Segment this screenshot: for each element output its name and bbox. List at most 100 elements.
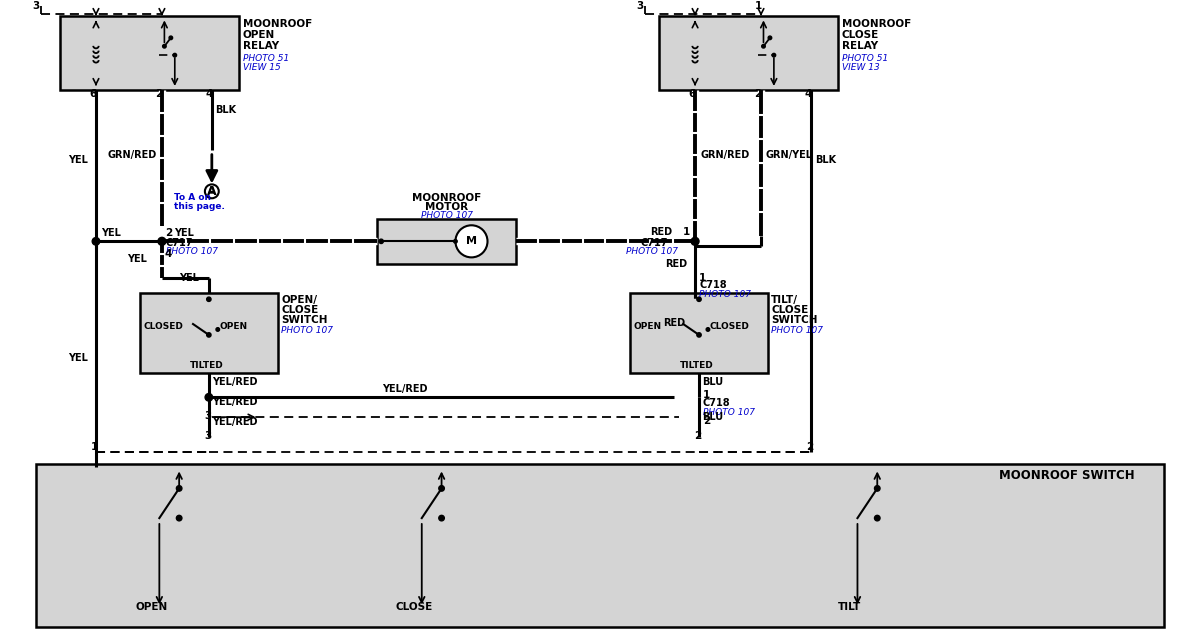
Text: CLOSE: CLOSE <box>772 305 809 315</box>
Text: C717: C717 <box>641 238 668 248</box>
Circle shape <box>768 36 772 40</box>
Text: TILT/: TILT/ <box>772 295 798 306</box>
Text: MOONROOF: MOONROOF <box>412 193 481 203</box>
Circle shape <box>216 328 220 331</box>
Text: MOONROOF: MOONROOF <box>841 19 911 29</box>
Text: PHOTO 107: PHOTO 107 <box>772 326 823 335</box>
Text: YEL: YEL <box>174 228 193 238</box>
Text: YEL: YEL <box>68 353 88 363</box>
Text: CLOSE: CLOSE <box>281 305 318 315</box>
Circle shape <box>439 515 444 521</box>
Text: 2: 2 <box>164 228 172 238</box>
Text: RELAY: RELAY <box>841 41 877 51</box>
Text: YEL/RED: YEL/RED <box>212 417 257 427</box>
Text: YEL/RED: YEL/RED <box>382 384 427 394</box>
Bar <box>139 294 278 372</box>
Text: PHOTO 51: PHOTO 51 <box>841 54 888 62</box>
Text: 2: 2 <box>703 416 710 426</box>
Text: BLU: BLU <box>702 377 724 387</box>
Text: M: M <box>466 236 476 246</box>
Text: OPEN/: OPEN/ <box>281 295 317 306</box>
Text: 1: 1 <box>755 1 762 11</box>
Text: RED: RED <box>650 227 673 238</box>
Circle shape <box>176 486 182 491</box>
Text: 1: 1 <box>703 390 710 400</box>
Text: PHOTO 107: PHOTO 107 <box>166 247 218 256</box>
Text: MOONROOF: MOONROOF <box>242 19 312 29</box>
Text: BLU: BLU <box>702 412 724 422</box>
Circle shape <box>454 239 457 243</box>
Text: VIEW 15: VIEW 15 <box>242 62 281 72</box>
Circle shape <box>456 226 487 258</box>
Text: 3: 3 <box>204 411 211 421</box>
Text: SWITCH: SWITCH <box>772 315 818 325</box>
Bar <box>60 16 239 90</box>
Circle shape <box>163 45 166 48</box>
Text: YEL/RED: YEL/RED <box>212 397 257 407</box>
Text: GRN/YEL: GRN/YEL <box>766 150 812 159</box>
Text: To A on: To A on <box>174 193 211 202</box>
Text: 1: 1 <box>683 227 690 238</box>
Text: PHOTO 107: PHOTO 107 <box>281 326 334 335</box>
Text: CLOSE: CLOSE <box>395 602 432 612</box>
Text: 2: 2 <box>755 89 762 100</box>
Text: CLOSE: CLOSE <box>841 30 878 40</box>
Text: C717: C717 <box>166 238 193 248</box>
Circle shape <box>92 238 100 245</box>
Circle shape <box>697 333 701 337</box>
Text: MOONROOF SWITCH: MOONROOF SWITCH <box>1000 469 1135 481</box>
Text: CLOSED: CLOSED <box>709 322 749 331</box>
Text: PHOTO 107: PHOTO 107 <box>625 247 678 256</box>
Circle shape <box>439 486 444 491</box>
Bar <box>377 219 516 263</box>
Circle shape <box>205 394 212 401</box>
Text: 3: 3 <box>204 431 211 441</box>
Circle shape <box>706 328 709 331</box>
Circle shape <box>176 515 182 521</box>
Text: RED: RED <box>665 258 688 268</box>
Text: CLOSED: CLOSED <box>143 322 182 331</box>
Text: MOTOR: MOTOR <box>425 202 468 212</box>
Circle shape <box>772 54 775 57</box>
Text: PHOTO 107: PHOTO 107 <box>420 211 473 220</box>
Text: 1: 1 <box>700 273 707 284</box>
Text: TILT: TILT <box>838 602 862 612</box>
Text: YEL: YEL <box>101 228 121 238</box>
Text: C718: C718 <box>700 280 727 290</box>
Text: 3: 3 <box>636 1 643 11</box>
Text: YEL/RED: YEL/RED <box>212 377 257 387</box>
Text: 6: 6 <box>89 89 97 100</box>
Circle shape <box>379 239 383 244</box>
Bar <box>36 464 1164 627</box>
Circle shape <box>875 515 880 521</box>
Text: 4: 4 <box>205 89 212 100</box>
Circle shape <box>691 238 700 245</box>
Text: 6: 6 <box>689 89 696 100</box>
Text: A: A <box>208 186 216 197</box>
Text: C718: C718 <box>703 398 731 408</box>
Text: OPEN: OPEN <box>634 322 661 331</box>
Circle shape <box>206 333 211 337</box>
Circle shape <box>875 486 880 491</box>
Circle shape <box>169 36 173 40</box>
Text: YEL: YEL <box>179 273 199 284</box>
Text: PHOTO 107: PHOTO 107 <box>700 290 751 299</box>
Text: 2: 2 <box>155 89 162 100</box>
Text: GRN/RED: GRN/RED <box>700 150 749 159</box>
Text: A: A <box>208 185 217 198</box>
Circle shape <box>205 185 218 198</box>
Text: BLK: BLK <box>815 154 836 164</box>
Text: 2: 2 <box>694 431 701 441</box>
Text: 2: 2 <box>806 442 814 452</box>
Text: OPEN: OPEN <box>242 30 275 40</box>
Text: this page.: this page. <box>174 202 226 211</box>
Text: 4: 4 <box>804 89 811 100</box>
Text: 3: 3 <box>32 1 40 11</box>
Text: YEL: YEL <box>127 254 148 263</box>
Circle shape <box>158 238 166 245</box>
Bar <box>660 16 838 90</box>
Text: BLK: BLK <box>215 105 236 115</box>
Circle shape <box>762 45 766 48</box>
Text: OPEN: OPEN <box>220 322 247 331</box>
Text: 4: 4 <box>164 249 173 259</box>
